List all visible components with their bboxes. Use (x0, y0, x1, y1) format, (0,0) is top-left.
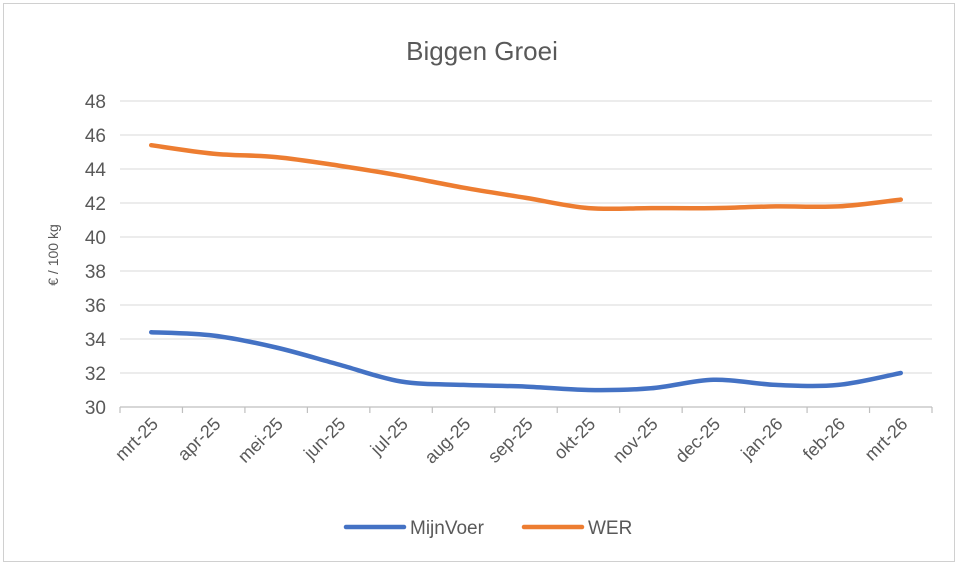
x-tick-label: mei-25 (234, 414, 287, 467)
y-tick-label: 44 (85, 160, 107, 181)
y-tick-label: 32 (85, 364, 106, 385)
legend: MijnVoer WER (343, 518, 632, 539)
x-tick-label: jul-25 (366, 414, 412, 460)
x-tick-label: okt-25 (550, 414, 600, 464)
x-tick-label: apr-25 (174, 414, 225, 465)
x-tick-label: jun-25 (299, 414, 349, 464)
axes (119, 406, 933, 413)
series-line-wer (148, 142, 904, 212)
y-tick-label: 42 (85, 194, 106, 215)
x-tick-label: feb-26 (799, 414, 849, 464)
x-tick-labels: mrt-25 apr-25 mei-25 jun-25 jul-25 aug-25 sep-… (111, 414, 911, 468)
x-tick-label: aug-25 (421, 414, 475, 468)
legend-label-mijnvoer: MijnVoer (410, 518, 485, 539)
y-tick-label: 38 (85, 262, 106, 283)
y-tick-label: 48 (85, 92, 106, 113)
y-tick-labels: 30 32 34 36 38 40 42 44 46 48 (85, 92, 107, 419)
series-lines (148, 142, 904, 393)
legend-label-wer: WER (588, 518, 632, 539)
x-tick-label: jan-26 (736, 414, 786, 464)
x-tick-label: nov-25 (609, 414, 662, 467)
y-tick-label: 40 (85, 228, 106, 249)
chart-title: Biggen Groei (406, 36, 558, 66)
x-tick-label: mrt-26 (861, 414, 912, 465)
gridlines (120, 100, 932, 374)
line-chart: Biggen Groei € / 100 kg 30 32 34 36 38 40 42 44… (45, 36, 933, 539)
y-tick-label: 30 (85, 398, 106, 419)
y-tick-label: 36 (85, 296, 106, 317)
y-axis-label: € / 100 kg (45, 224, 61, 286)
y-tick-label: 46 (85, 126, 106, 147)
x-tick-label: mrt-25 (111, 414, 162, 465)
series-line-mijnvoer (148, 329, 904, 393)
x-tick-label: dec-25 (671, 414, 724, 467)
y-tick-label: 34 (85, 330, 107, 351)
chart-frame: Biggen Groei € / 100 kg 30 32 34 36 38 40 42 44… (3, 3, 955, 562)
x-tick-label: sep-25 (484, 414, 537, 467)
